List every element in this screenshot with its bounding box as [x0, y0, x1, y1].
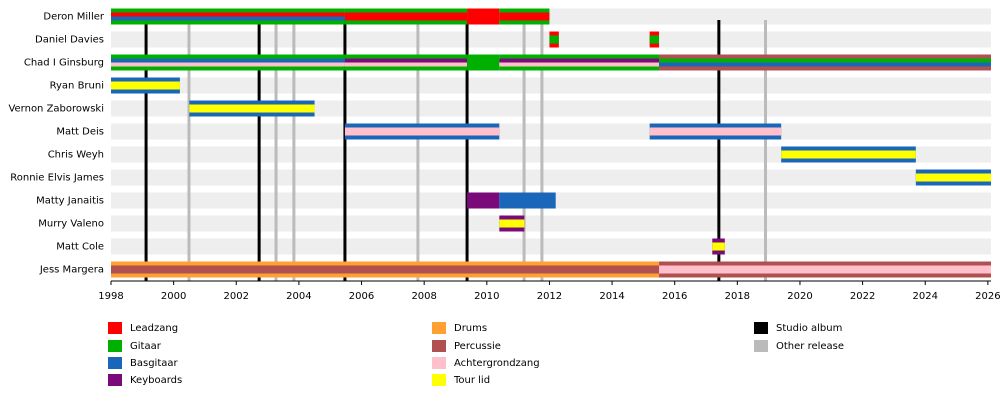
x-tick-label: 2000	[161, 291, 186, 302]
x-tick-label: 2024	[913, 291, 938, 302]
member-bar	[467, 192, 500, 209]
member-name: Chad I Ginsburg	[24, 58, 104, 69]
x-tick-label: 2026	[975, 291, 1000, 302]
legend-swatch	[108, 340, 122, 352]
member-name: Chris Weyh	[48, 150, 104, 161]
legend-swatch	[754, 322, 768, 334]
member-name: Matt Cole	[56, 242, 104, 253]
member-bar	[467, 8, 500, 25]
role-stripe	[111, 62, 345, 67]
member-bar	[499, 192, 556, 209]
legend-swatch	[108, 374, 122, 386]
x-tick-label: 2008	[411, 291, 436, 302]
role-stripe	[189, 104, 315, 113]
legend-swatch	[108, 322, 122, 334]
role-stripe	[111, 16, 345, 21]
row-band	[111, 146, 991, 163]
member-name: Vernon Zaborowski	[8, 104, 104, 115]
role-stripe	[499, 219, 525, 228]
x-tick-label: 2002	[224, 291, 249, 302]
legend-label: Keyboards	[130, 375, 182, 386]
member-name: Murry Valeno	[38, 219, 104, 230]
role-stripe	[712, 242, 725, 251]
legend-swatch	[108, 357, 122, 369]
role-stripe	[649, 127, 782, 136]
x-tick-label: 2012	[537, 291, 562, 302]
role-stripe	[549, 35, 559, 44]
row-band	[111, 123, 991, 140]
x-tick-label: 2010	[474, 291, 499, 302]
legend-label: Tour lid	[453, 375, 490, 386]
x-tick-label: 2014	[599, 291, 624, 302]
role-stripe	[344, 58, 468, 63]
member-bar	[467, 54, 500, 71]
x-tick-label: 2022	[850, 291, 875, 302]
row-band	[111, 77, 991, 94]
role-stripe	[659, 62, 991, 67]
role-stripe	[499, 12, 550, 21]
legend-label: Basgitaar	[130, 358, 179, 369]
row-band	[111, 169, 991, 186]
member-name: Matty Janaitis	[36, 196, 104, 207]
role-stripe	[499, 58, 660, 63]
role-stripe	[111, 265, 660, 274]
x-tick-label: 1998	[98, 291, 123, 302]
role-stripe	[111, 81, 180, 90]
role-stripe	[659, 58, 991, 63]
role-stripe	[499, 62, 660, 67]
legend-label: Achtergrondzang	[454, 358, 540, 369]
role-stripe	[344, 127, 500, 136]
role-stripe	[111, 12, 345, 17]
row-band	[111, 100, 991, 117]
legend-label: Other release	[776, 341, 844, 352]
role-stripe	[344, 12, 468, 21]
row-band	[111, 238, 991, 255]
legend-label: Leadzang	[130, 323, 178, 334]
role-stripe	[111, 58, 345, 63]
member-name: Matt Deis	[56, 127, 104, 138]
legend-label: Gitaar	[130, 341, 162, 352]
role-stripe	[915, 173, 991, 182]
x-tick-label: 2016	[662, 291, 687, 302]
row-band	[111, 215, 991, 232]
legend-swatch	[432, 322, 446, 334]
member-name: Daniel Davies	[35, 35, 104, 46]
legend-label: Drums	[454, 323, 487, 334]
legend-swatch	[432, 374, 446, 386]
x-tick-label: 2020	[787, 291, 812, 302]
legend-swatch	[432, 357, 446, 369]
role-stripe	[344, 62, 468, 67]
x-tick-label: 2018	[725, 291, 750, 302]
x-tick-label: 2004	[286, 291, 311, 302]
member-name: Ronnie Elvis James	[10, 173, 104, 184]
member-name: Ryan Bruni	[50, 81, 104, 92]
legend-label: Studio album	[776, 323, 842, 334]
x-tick-label: 2006	[349, 291, 374, 302]
role-stripe	[649, 35, 660, 44]
role-stripe	[781, 150, 916, 159]
legend-label: Percussie	[454, 341, 501, 352]
role-stripe	[659, 265, 991, 274]
member-name: Deron Miller	[43, 12, 104, 23]
member-name: Jess Margera	[39, 265, 104, 276]
legend-swatch	[432, 340, 446, 352]
legend-swatch	[754, 340, 768, 352]
